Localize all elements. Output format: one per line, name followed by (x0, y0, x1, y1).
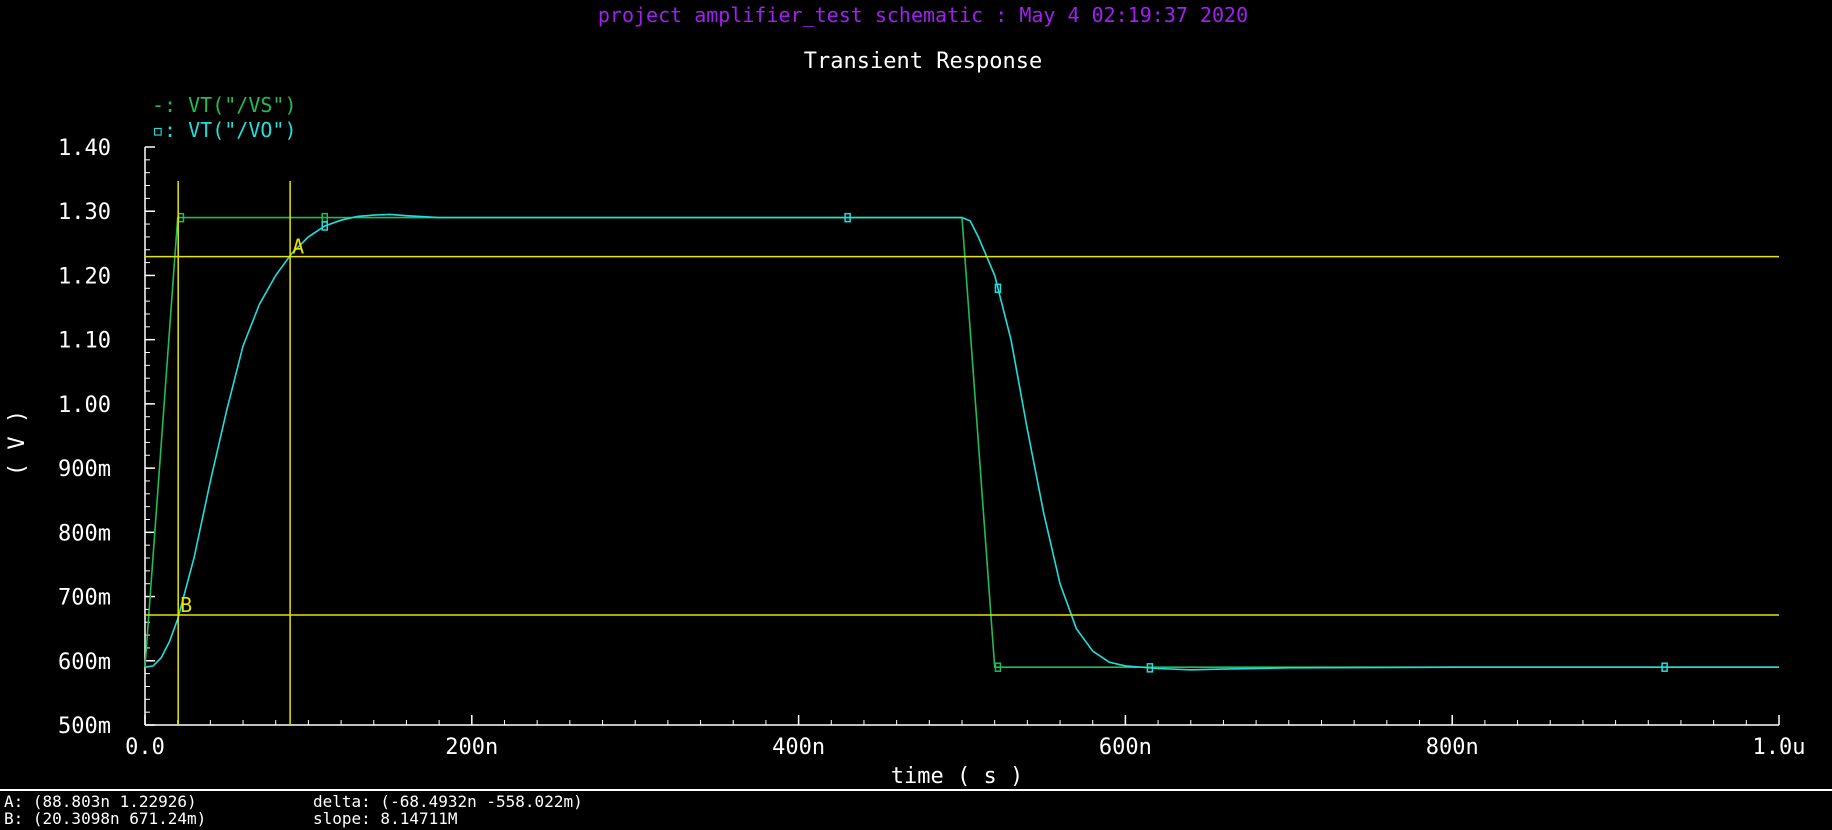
series-layer (144, 212, 1779, 673)
delta-readout: delta: (-68.4932n -558.022m) (313, 792, 583, 811)
x-tick-label: 200n (445, 735, 498, 760)
y-tick-label: 1.10 (58, 329, 111, 354)
series-vo-point-marker (844, 212, 851, 223)
y-tick-label: 1.30 (58, 200, 111, 225)
axes (144, 147, 1779, 726)
project-header: project amplifier_test schematic : May 4… (598, 3, 1248, 27)
y-tick-label: 500m (58, 714, 111, 739)
x-tick-label: 1.0u (1753, 735, 1806, 760)
slope-readout: slope: 8.14711M (313, 809, 458, 828)
x-tick-label: 800n (1426, 735, 1479, 760)
axis-ticks: 1.40 1.30 1.20 1.10 1.00 900m 800m 700m 600m 500m… (58, 136, 1805, 760)
marker-a-label: A (292, 235, 304, 259)
series-vo-point-marker (321, 221, 328, 231)
legend-vo: ▫: VT("/VO") (152, 118, 297, 142)
x-tick-label: 0.0 (125, 735, 165, 760)
y-tick-label: 1.00 (58, 393, 111, 418)
series-vo-point-marker (994, 283, 1002, 294)
marker-a-readout: A: (88.803n 1.22926) (4, 792, 197, 811)
x-axis-label: time ( s ) (891, 764, 1023, 789)
marker-lines: AB (145, 181, 1779, 725)
y-tick-label: 1.20 (58, 264, 111, 289)
y-tick-label: 1.40 (58, 136, 111, 161)
x-tick-label: 600n (1099, 735, 1152, 760)
x-tick-label: 400n (772, 735, 825, 760)
legend: -: VT("/VS") ▫: VT("/VO") (152, 93, 297, 142)
y-tick-label: 800m (58, 521, 111, 546)
series-vo-point-marker (1146, 663, 1154, 673)
series-vo-point-marker (1661, 662, 1668, 672)
transient-plot: project amplifier_test schematic : May 4… (5, 3, 1805, 789)
legend-vs: -: VT("/VS") (152, 93, 297, 117)
y-tick-label: 900m (58, 457, 111, 482)
marker-b-label: B (180, 593, 192, 617)
marker-b-readout: B: (20.3098n 671.24m) (4, 809, 207, 828)
y-tick-label: 600m (58, 650, 111, 675)
series-vs-line (144, 216, 1779, 669)
series-vo-line (144, 213, 1779, 671)
chart-title: Transient Response (804, 49, 1042, 74)
status-bar: A: (88.803n 1.22926) B: (20.3098n 671.24… (0, 789, 1832, 830)
series-vs-point-marker (994, 662, 1002, 672)
y-tick-label: 700m (58, 586, 111, 611)
y-axis-label: ( V ) (5, 410, 30, 476)
